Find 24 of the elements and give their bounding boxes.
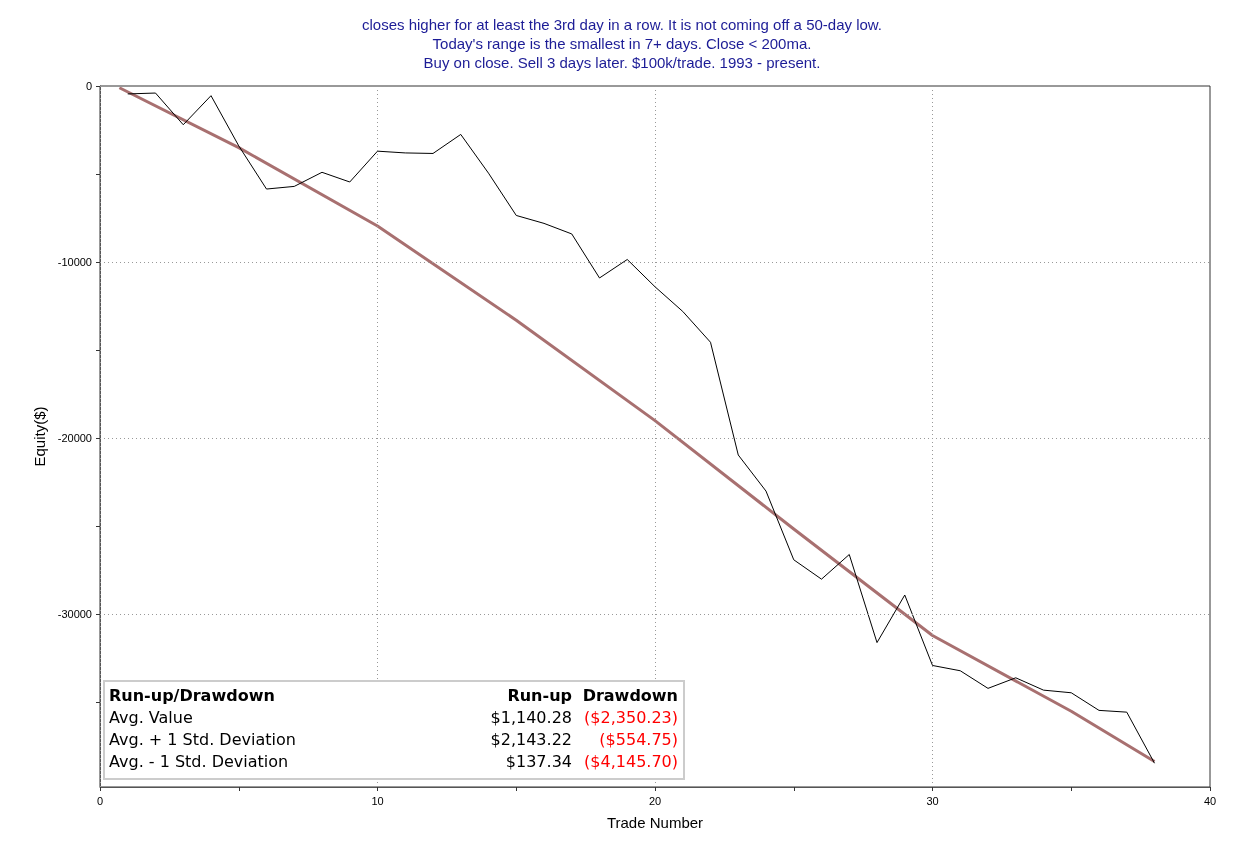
annotation: Run-up/Drawdown	[109, 685, 275, 705]
y-tick-label: -30000	[57, 608, 92, 621]
annotation: Avg. - 1 Std. Deviation	[109, 751, 289, 771]
y-axis-title: Equity($)	[30, 406, 48, 467]
chart-title: closes higher for at least the 3rd day in a row. It is not coming off a 50-day low. Today's range is the smallest in 7+ days. Close < 200ma. Buy on close. Sell 3 days later. $100k/trade. 1993 - present.	[361, 16, 883, 71]
annotation: Drawdown	[582, 685, 678, 705]
x-axis-title: Trade Number	[606, 814, 704, 831]
annotation: $137.34	[505, 751, 572, 771]
y-tick-label: -10000	[57, 256, 92, 269]
annotation: Avg. + 1 Std. Deviation	[109, 729, 296, 749]
annotation: ($4,145.70)	[584, 751, 678, 771]
x-tick-label: 30	[926, 794, 939, 807]
y-tick-label: -20000	[57, 432, 92, 445]
annotation: ($2,350.23)	[584, 707, 678, 727]
y-tick-label: 0	[85, 80, 92, 92]
x-tick-label: 20	[648, 794, 662, 807]
annotation: Avg. Value	[109, 707, 193, 727]
annotation: $1,140.28	[490, 707, 572, 727]
x-tick-label: 40	[1203, 794, 1217, 807]
x-tick-label: 0	[96, 794, 104, 807]
annotation: $2,143.22	[490, 729, 572, 749]
annotation: Run-up	[507, 685, 572, 705]
annotation: ($554.75)	[599, 729, 678, 749]
x-tick-label: 10	[371, 794, 384, 807]
